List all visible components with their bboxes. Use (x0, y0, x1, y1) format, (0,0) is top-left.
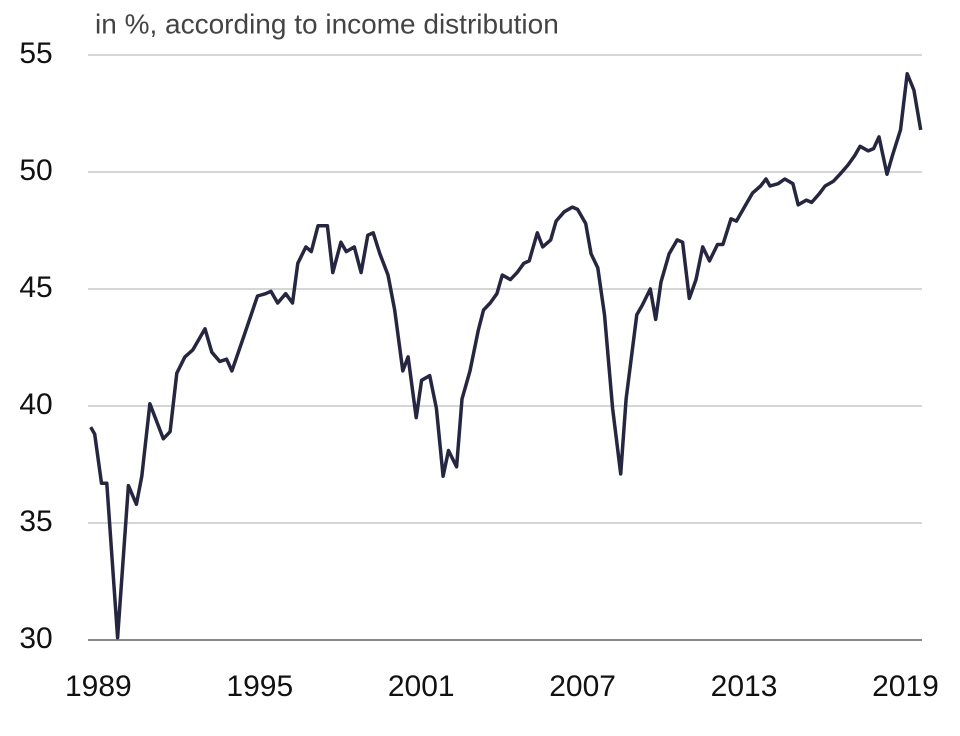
x-tick-label: 2019 (872, 670, 939, 703)
y-tick-label: 55 (19, 37, 52, 70)
data-line (89, 71, 923, 640)
x-tick-label: 2001 (388, 670, 455, 703)
y-tick-label: 45 (19, 271, 52, 304)
x-tick-label: 2013 (711, 670, 778, 703)
x-tick-label: 1995 (226, 670, 293, 703)
x-tick-label: 1989 (65, 670, 132, 703)
x-tick-label: 2007 (549, 670, 616, 703)
y-tick-label: 35 (19, 505, 52, 538)
y-tick-label: 50 (19, 154, 52, 187)
chart-subtitle: in %, according to income distribution (95, 8, 559, 39)
y-tick-label: 40 (19, 388, 52, 421)
y-tick-label: 30 (19, 622, 52, 655)
